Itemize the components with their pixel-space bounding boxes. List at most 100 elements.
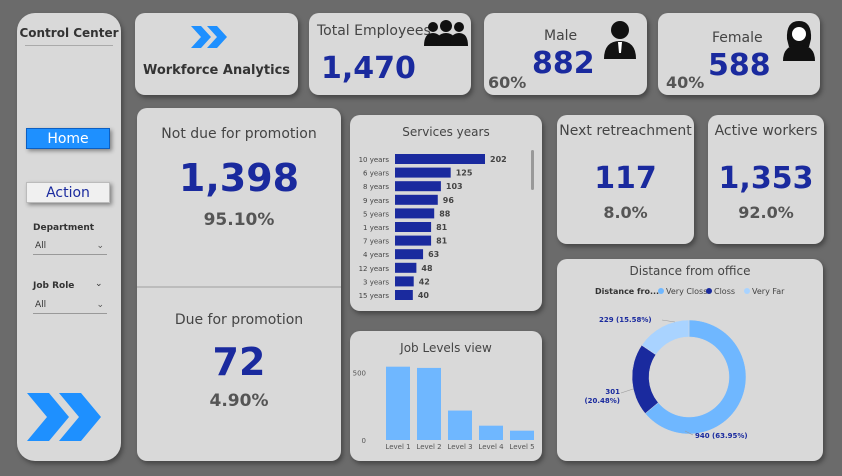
female-user-icon <box>783 21 815 61</box>
service-year-label: 8 years <box>363 183 389 191</box>
double-chevron-icon <box>191 26 227 48</box>
legend-item[interactable]: Closs <box>714 287 735 296</box>
job-levels-title: Job Levels view <box>400 341 492 355</box>
job-level-label: Level 5 <box>509 443 534 451</box>
service-year-value: 40 <box>418 291 430 300</box>
action-button[interactable]: Action <box>26 182 110 203</box>
service-year-bar[interactable] <box>395 181 441 192</box>
service-years-chart: 10 years 202 6 years 125 8 years 103 9 years 96… <box>359 150 534 300</box>
service-year-bar[interactable] <box>395 290 413 300</box>
workforce-analytics-card: Workforce Analytics <box>135 13 298 95</box>
home-button[interactable]: Home <box>26 128 110 149</box>
y-tick-label: 0 <box>362 437 366 445</box>
donut-data-label: (20.48%) <box>584 397 620 405</box>
service-year-label: 10 years <box>359 156 390 164</box>
donut-slice[interactable] <box>641 319 690 356</box>
donut-slice[interactable] <box>644 319 747 435</box>
retrenchment-label: Next retreachment <box>559 123 692 139</box>
service-year-bar[interactable] <box>395 249 424 260</box>
control-center-panel: Control Center Home Action Department Al… <box>17 13 121 461</box>
service-year-label: 15 years <box>359 292 390 300</box>
service-year-bar[interactable] <box>395 262 417 273</box>
male-card: Male 60% 882 <box>484 13 647 95</box>
job-role-value: All <box>35 300 47 310</box>
service-year-value: 81 <box>436 237 448 246</box>
legend-swatch <box>744 288 750 294</box>
service-year-bar[interactable] <box>395 208 435 219</box>
job-level-bar[interactable] <box>386 366 410 440</box>
male-value: 882 <box>532 46 595 81</box>
leader-line <box>661 319 676 323</box>
job-role-label: Job Role <box>33 281 75 291</box>
job-level-bar[interactable] <box>417 367 441 440</box>
distance-card: Distance from office Distance fro... Very… <box>557 259 823 461</box>
service-year-value: 103 <box>446 182 463 191</box>
app-title: Workforce Analytics <box>142 63 291 78</box>
service-year-value: 42 <box>419 277 430 286</box>
double-chevron-icon[interactable] <box>27 391 111 443</box>
service-year-label: 4 years <box>363 251 389 259</box>
legend-item[interactable]: Very Closs <box>666 287 707 296</box>
service-year-label: 3 years <box>363 278 389 286</box>
total-employees-label: Total Employees <box>317 23 431 39</box>
chevron-down-icon: ⌄ <box>96 300 104 310</box>
legend-item[interactable]: Very Far <box>752 287 785 296</box>
chevron-down-icon: ⌄ <box>96 241 104 251</box>
service-years-card: Services years 10 years 202 6 years 125 8 ye… <box>350 115 542 311</box>
donut-slice[interactable] <box>631 344 659 414</box>
job-levels-card: Job Levels view 500 0 Level 1 Level 2 Level … <box>350 331 542 461</box>
male-user-icon <box>604 21 636 59</box>
service-year-value: 81 <box>436 223 448 232</box>
leader-line <box>620 388 634 394</box>
promotion-card: Not due for promotion 1,398 95.10% Due f… <box>137 108 341 461</box>
service-year-value: 125 <box>456 169 473 178</box>
service-year-value: 202 <box>490 155 507 164</box>
service-year-value: 63 <box>428 250 439 259</box>
retrenchment-value: 117 <box>594 161 657 196</box>
service-year-label: 12 years <box>359 265 390 273</box>
job-level-bar[interactable] <box>448 410 472 440</box>
legend-swatch <box>706 288 712 294</box>
due-label: Due for promotion <box>174 312 304 328</box>
service-year-label: 6 years <box>363 170 389 178</box>
total-employees-value: 1,470 <box>321 51 416 86</box>
total-employees-card: Total Employees 1,470 <box>309 13 471 95</box>
service-year-bar[interactable] <box>395 235 432 246</box>
job-level-label: Level 3 <box>447 443 472 451</box>
male-label: Male <box>544 28 578 44</box>
service-year-bar[interactable] <box>395 276 414 287</box>
female-card: Female 40% 588 <box>658 13 820 95</box>
active-workers-card: Active workers 1,353 92.0% <box>708 115 824 244</box>
y-tick-label: 500 <box>353 370 366 378</box>
not-due-percent: 95.10% <box>203 210 275 230</box>
due-value: 72 <box>212 340 266 384</box>
service-year-value: 88 <box>439 209 451 218</box>
service-year-bar[interactable] <box>395 222 432 232</box>
service-year-bar[interactable] <box>395 194 438 205</box>
control-center-title: Control Center <box>19 26 119 40</box>
service-year-label: 5 years <box>363 210 389 218</box>
service-year-value: 96 <box>443 196 455 205</box>
job-level-bar[interactable] <box>479 425 503 440</box>
job-level-bar[interactable] <box>510 430 534 440</box>
service-year-label: 1 years <box>363 224 389 232</box>
chevron-down-icon[interactable]: ⌄ <box>95 279 103 289</box>
scrollbar-thumb[interactable] <box>531 150 534 190</box>
job-role-dropdown[interactable]: All ⌄ <box>33 297 107 314</box>
donut-data-label: 940 (63.95%) <box>695 432 748 440</box>
service-year-bar[interactable] <box>395 167 451 178</box>
female-label: Female <box>712 30 763 46</box>
job-level-label: Level 2 <box>416 443 441 451</box>
distance-title: Distance from office <box>629 264 751 278</box>
retrenchment-card: Next retreachment 117 8.0% <box>557 115 694 244</box>
not-due-value: 1,398 <box>178 156 300 200</box>
department-value: All <box>35 241 47 251</box>
donut-data-label: 229 (15.58%) <box>599 316 652 324</box>
department-dropdown[interactable]: All ⌄ <box>33 238 107 255</box>
donut-data-label: 301 <box>605 388 620 396</box>
distance-donut-chart: Distance fro... Very Closs Closs Very Far 94… <box>584 287 785 440</box>
not-due-label: Not due for promotion <box>161 126 317 142</box>
service-year-bar[interactable] <box>395 154 485 164</box>
legend-title: Distance fro... <box>595 287 659 296</box>
active-workers-label: Active workers <box>714 123 818 139</box>
